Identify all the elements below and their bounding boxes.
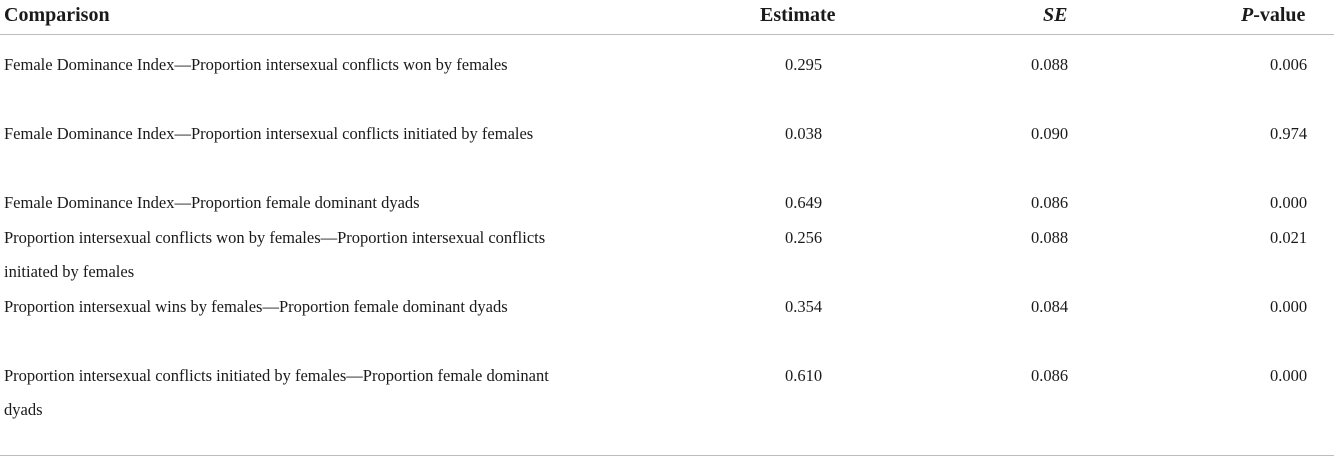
header-comparison: Comparison <box>4 4 110 26</box>
p-value-cell: 0.006 <box>1270 55 1308 74</box>
table-row: Proportion intersexual wins by females—P… <box>0 290 1334 359</box>
table-row: Female Dominance Index—Proportion female… <box>0 186 1334 221</box>
se-cell: 0.084 <box>1031 296 1069 316</box>
table-body: Female Dominance Index—Proportion inters… <box>0 48 1334 428</box>
header-se: SE <box>1043 4 1068 26</box>
header-estimate: Estimate <box>760 4 836 26</box>
comparison-cell: Female Dominance Index—Proportion inters… <box>4 124 534 143</box>
table-row: Female Dominance Index—Proportion inters… <box>0 48 1334 117</box>
se-cell: 0.088 <box>1031 55 1069 74</box>
header-p-suffix: -value <box>1253 4 1306 26</box>
estimate-cell: 0.354 <box>785 296 823 316</box>
comparison-cell: Female Dominance Index—Proportion inters… <box>4 55 508 74</box>
table-bottom-rule <box>0 455 1334 456</box>
estimate-cell: 0.295 <box>785 55 823 74</box>
header-p-value: P-value <box>1241 1 1305 29</box>
p-value-cell: 0.000 <box>1270 365 1308 385</box>
header-p-letter: P <box>1241 4 1254 26</box>
p-value-cell: 0.000 <box>1270 193 1308 212</box>
table-row: Proportion intersexual conflicts initiat… <box>0 359 1334 428</box>
comparison-cell: Proportion intersexual wins by females—P… <box>4 296 508 316</box>
comparison-cell: Female Dominance Index—Proportion female… <box>4 193 420 212</box>
se-cell: 0.090 <box>1031 124 1069 143</box>
estimate-cell: 0.649 <box>785 193 823 212</box>
estimate-cell: 0.610 <box>785 365 823 385</box>
p-value-cell: 0.974 <box>1270 124 1308 143</box>
se-cell: 0.086 <box>1031 193 1069 212</box>
comparison-cell: Proportion intersexual conflicts initiat… <box>4 365 549 420</box>
table-row: Female Dominance Index—Proportion inters… <box>0 117 1334 186</box>
estimate-cell: 0.038 <box>785 124 823 143</box>
estimate-cell: 0.256 <box>785 227 823 247</box>
p-value-cell: 0.021 <box>1270 227 1308 247</box>
p-value-cell: 0.000 <box>1270 296 1308 316</box>
se-cell: 0.088 <box>1031 227 1069 247</box>
table-header-row: Comparison Estimate SE P-value <box>0 0 1334 35</box>
se-cell: 0.086 <box>1031 365 1069 385</box>
table-row: Proportion intersexual conflicts won by … <box>0 221 1334 290</box>
comparison-cell: Proportion intersexual conflicts won by … <box>4 227 546 282</box>
